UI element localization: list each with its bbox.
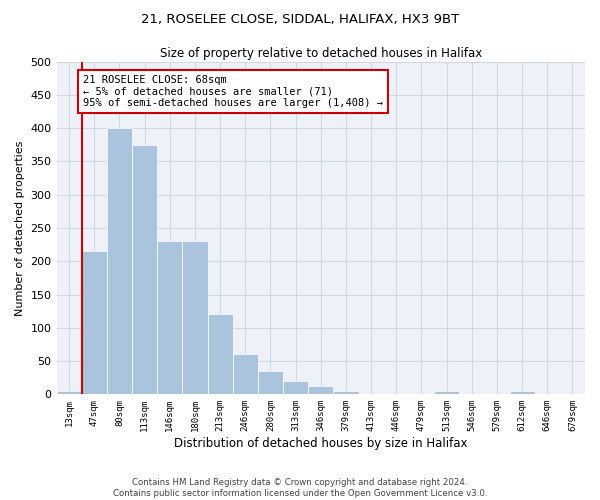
Bar [182, 242, 208, 394]
Text: 21, ROSELEE CLOSE, SIDDAL, HALIFAX, HX3 9BT: 21, ROSELEE CLOSE, SIDDAL, HALIFAX, HX3 … [141, 12, 459, 26]
Text: Contains HM Land Registry data © Crown copyright and database right 2024.
Contai: Contains HM Land Registry data © Crown c… [113, 478, 487, 498]
Bar [132, 145, 157, 394]
Bar [434, 391, 459, 394]
Bar [258, 371, 283, 394]
Bar [157, 242, 182, 394]
X-axis label: Distribution of detached houses by size in Halifax: Distribution of detached houses by size … [174, 437, 467, 450]
Bar [509, 391, 535, 394]
Bar [82, 252, 107, 394]
Bar [233, 354, 258, 395]
Bar [308, 386, 334, 394]
Text: 21 ROSELEE CLOSE: 68sqm
← 5% of detached houses are smaller (71)
95% of semi-det: 21 ROSELEE CLOSE: 68sqm ← 5% of detached… [83, 75, 383, 108]
Y-axis label: Number of detached properties: Number of detached properties [15, 140, 25, 316]
Bar [208, 314, 233, 394]
Bar [56, 391, 82, 394]
Bar [107, 128, 132, 394]
Bar [283, 381, 308, 394]
Title: Size of property relative to detached houses in Halifax: Size of property relative to detached ho… [160, 48, 482, 60]
Bar [334, 391, 359, 394]
